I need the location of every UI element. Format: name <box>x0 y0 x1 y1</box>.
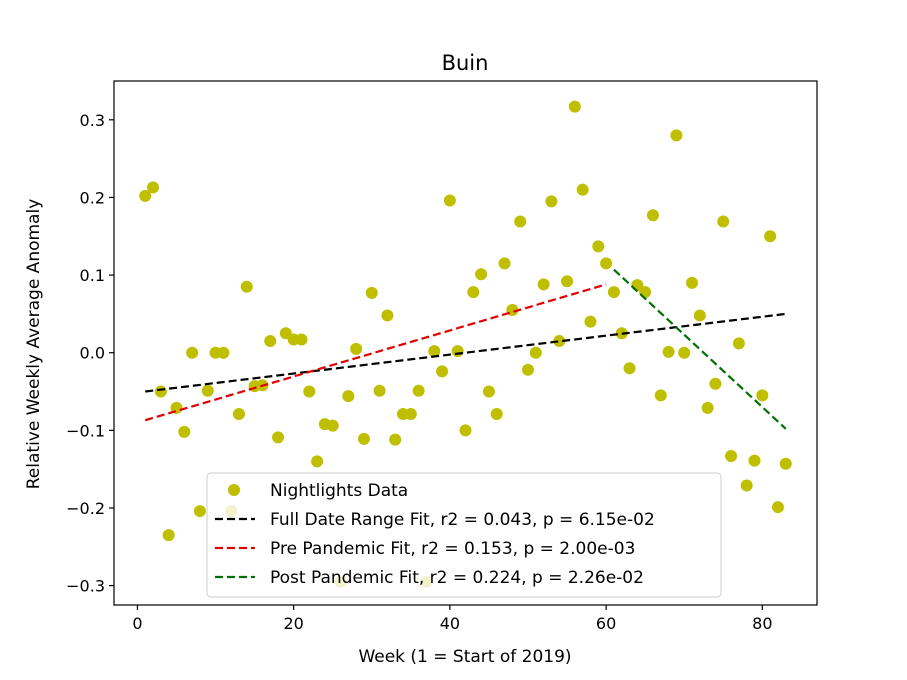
legend: Nightlights Data Full Date Range Fit, r2 … <box>206 472 722 598</box>
data-point <box>193 505 206 518</box>
data-point <box>443 194 456 207</box>
data-point <box>592 240 605 253</box>
y-tick-label: 0.3 <box>80 111 105 130</box>
data-point <box>553 335 566 348</box>
data-point <box>748 454 761 467</box>
data-point <box>139 189 152 202</box>
legend-label-1: Full Date Range Fit, r2 = 0.043, p = 6.1… <box>270 510 655 530</box>
fit-line-3 <box>613 268 787 430</box>
data-point <box>490 408 503 421</box>
data-point <box>514 215 527 228</box>
x-tick-label: 80 <box>752 614 772 633</box>
data-point <box>201 384 214 397</box>
fit-line-2 <box>144 283 607 422</box>
data-point <box>678 346 691 359</box>
data-point <box>764 230 777 243</box>
data-point <box>568 100 581 113</box>
data-point <box>646 209 659 222</box>
data-point <box>576 183 589 196</box>
data-point <box>217 346 230 359</box>
data-point <box>467 286 480 299</box>
data-point <box>725 449 738 462</box>
y-tick-label: −0.3 <box>66 577 105 596</box>
data-point <box>357 432 370 445</box>
legend-label-0: Nightlights Data <box>270 481 408 501</box>
data-point <box>584 315 597 328</box>
legend-label-2: Pre Pandemic Fit, r2 = 0.153, p = 2.00e-… <box>270 539 635 559</box>
data-point <box>756 389 769 402</box>
data-point <box>162 529 175 542</box>
data-point <box>498 257 511 270</box>
data-point <box>373 384 386 397</box>
data-point <box>381 309 394 322</box>
y-tick-label: 0.1 <box>80 266 105 285</box>
data-point <box>295 333 308 346</box>
data-point <box>272 431 285 444</box>
data-point <box>147 181 160 194</box>
data-point <box>740 479 753 492</box>
data-point <box>459 424 472 437</box>
y-tick-label: −0.2 <box>66 499 105 518</box>
data-point <box>154 385 167 398</box>
data-point <box>186 346 199 359</box>
data-point <box>529 346 542 359</box>
data-point <box>350 342 363 355</box>
data-point <box>639 286 652 299</box>
y-tick-label: 0.0 <box>80 344 105 363</box>
x-tick-label: 0 <box>132 614 142 633</box>
data-point <box>303 385 316 398</box>
legend-marker-0 <box>228 484 240 496</box>
data-point <box>311 455 324 468</box>
legend-label-3: Post Pandemic Fit, r2 = 0.224, p = 2.26e… <box>270 568 644 588</box>
data-point <box>232 408 245 421</box>
data-point <box>404 408 417 421</box>
y-tick-label: 0.2 <box>80 188 105 207</box>
data-point <box>264 335 277 348</box>
data-point <box>654 389 667 402</box>
data-point <box>779 457 792 470</box>
data-point <box>326 419 339 432</box>
data-point <box>732 337 745 350</box>
data-point <box>365 286 378 299</box>
data-point <box>521 363 534 376</box>
data-point <box>709 377 722 390</box>
data-point <box>701 401 714 414</box>
data-point <box>436 365 449 378</box>
data-point <box>600 257 613 270</box>
data-point <box>545 195 558 208</box>
plot-frame <box>113 80 818 606</box>
data-point <box>670 129 683 142</box>
data-point <box>475 268 488 281</box>
chart-title: Buin <box>442 51 489 75</box>
data-point <box>717 215 730 228</box>
data-point <box>662 345 675 358</box>
data-point <box>686 276 699 289</box>
data-point <box>623 362 636 375</box>
y-axis-label: Relative Weekly Average Anomaly <box>24 199 44 490</box>
data-point <box>771 501 784 514</box>
data-point <box>537 278 550 291</box>
data-point <box>693 309 706 322</box>
data-point <box>451 345 464 358</box>
x-axis-label: Week (1 = Start of 2019) <box>358 647 571 667</box>
x-tick-label: 20 <box>283 614 303 633</box>
data-point <box>561 275 574 288</box>
x-tick-label: 40 <box>440 614 460 633</box>
legend-box <box>206 472 722 598</box>
x-tick-label: 60 <box>596 614 616 633</box>
data-point <box>178 425 191 438</box>
data-point <box>342 390 355 403</box>
data-point <box>389 433 402 446</box>
data-point <box>607 286 620 299</box>
data-point <box>240 280 253 293</box>
y-tick-label: −0.1 <box>66 421 105 440</box>
data-point <box>428 345 441 358</box>
data-point <box>482 385 495 398</box>
data-point <box>412 384 425 397</box>
